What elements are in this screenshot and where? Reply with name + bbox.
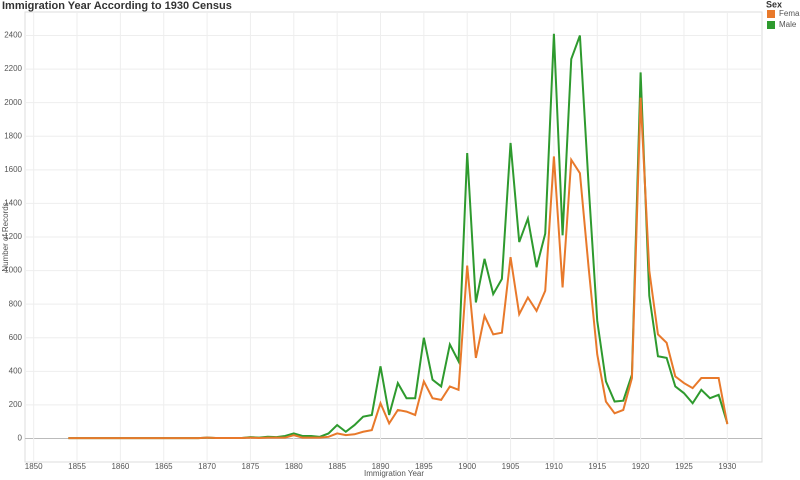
legend-title: Sex [766,0,782,9]
y-tick-label: 1200 [4,232,22,241]
x-tick-label: 1890 [372,462,390,471]
y-tick-label: 600 [9,333,23,342]
x-axis-label: Immigration Year [364,469,424,478]
y-axis-label: Number of Records [1,202,10,271]
x-tick-label: 1930 [718,462,736,471]
x-tick-label: 1920 [632,462,650,471]
y-tick-label: 0 [18,434,23,443]
x-tick-label: 1880 [285,462,303,471]
y-tick-label: 200 [9,400,23,409]
y-tick-label: 1800 [4,131,22,140]
x-tick-label: 1850 [25,462,43,471]
x-tick-label: 1860 [111,462,129,471]
x-tick-label: 1855 [68,462,86,471]
x-tick-label: 1915 [588,462,606,471]
legend-swatch [767,10,775,18]
y-tick-label: 1400 [4,199,22,208]
y-tick-label: 1000 [4,266,22,275]
chart-title: Immigration Year According to 1930 Censu… [2,0,232,12]
legend-label: Female [779,9,800,18]
x-tick-label: 1905 [502,462,520,471]
x-tick-label: 1895 [415,462,433,471]
x-tick-label: 1865 [155,462,173,471]
line [68,33,729,440]
x-tick-label: 1875 [242,462,260,471]
legend-label: Male [779,20,797,29]
y-tick-label: 400 [9,366,23,375]
y-tick-label: 2400 [4,31,22,40]
y-tick-label: 2200 [4,64,22,73]
line [68,97,729,440]
x-tick-label: 1885 [328,462,346,471]
x-tick-label: 1925 [675,462,693,471]
y-tick-label: 2000 [4,98,22,107]
x-tick-label: 1910 [545,462,563,471]
x-tick-label: 1870 [198,462,216,471]
y-tick-label: 800 [9,299,23,308]
legend-swatch [767,21,775,29]
y-tick-label: 1600 [4,165,22,174]
x-tick-label: 1900 [458,462,476,471]
